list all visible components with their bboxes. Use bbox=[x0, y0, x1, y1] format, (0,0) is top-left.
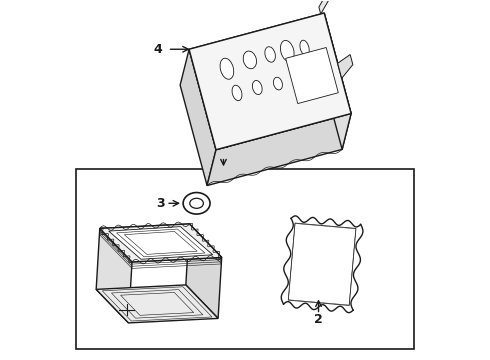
Ellipse shape bbox=[273, 77, 282, 90]
Ellipse shape bbox=[183, 193, 210, 214]
Ellipse shape bbox=[300, 40, 309, 56]
Text: 3: 3 bbox=[156, 197, 165, 210]
Text: 1: 1 bbox=[219, 138, 228, 151]
Polygon shape bbox=[109, 226, 213, 259]
Text: 2: 2 bbox=[314, 313, 323, 327]
Polygon shape bbox=[286, 48, 338, 104]
Polygon shape bbox=[100, 224, 221, 262]
Ellipse shape bbox=[252, 81, 262, 95]
Polygon shape bbox=[180, 49, 216, 185]
Ellipse shape bbox=[265, 47, 275, 62]
Ellipse shape bbox=[220, 58, 234, 79]
Bar bbox=[76, 169, 414, 348]
Ellipse shape bbox=[190, 198, 203, 208]
Polygon shape bbox=[189, 13, 351, 150]
Polygon shape bbox=[319, 0, 331, 14]
Polygon shape bbox=[100, 224, 221, 262]
Ellipse shape bbox=[232, 85, 242, 101]
Polygon shape bbox=[189, 13, 351, 150]
Polygon shape bbox=[315, 13, 351, 149]
Polygon shape bbox=[207, 113, 351, 185]
Polygon shape bbox=[96, 285, 218, 323]
Polygon shape bbox=[338, 55, 353, 78]
Text: 4: 4 bbox=[153, 43, 162, 56]
Ellipse shape bbox=[243, 51, 257, 69]
Polygon shape bbox=[284, 219, 361, 310]
Polygon shape bbox=[96, 228, 132, 323]
Ellipse shape bbox=[280, 40, 294, 62]
Polygon shape bbox=[186, 224, 221, 319]
